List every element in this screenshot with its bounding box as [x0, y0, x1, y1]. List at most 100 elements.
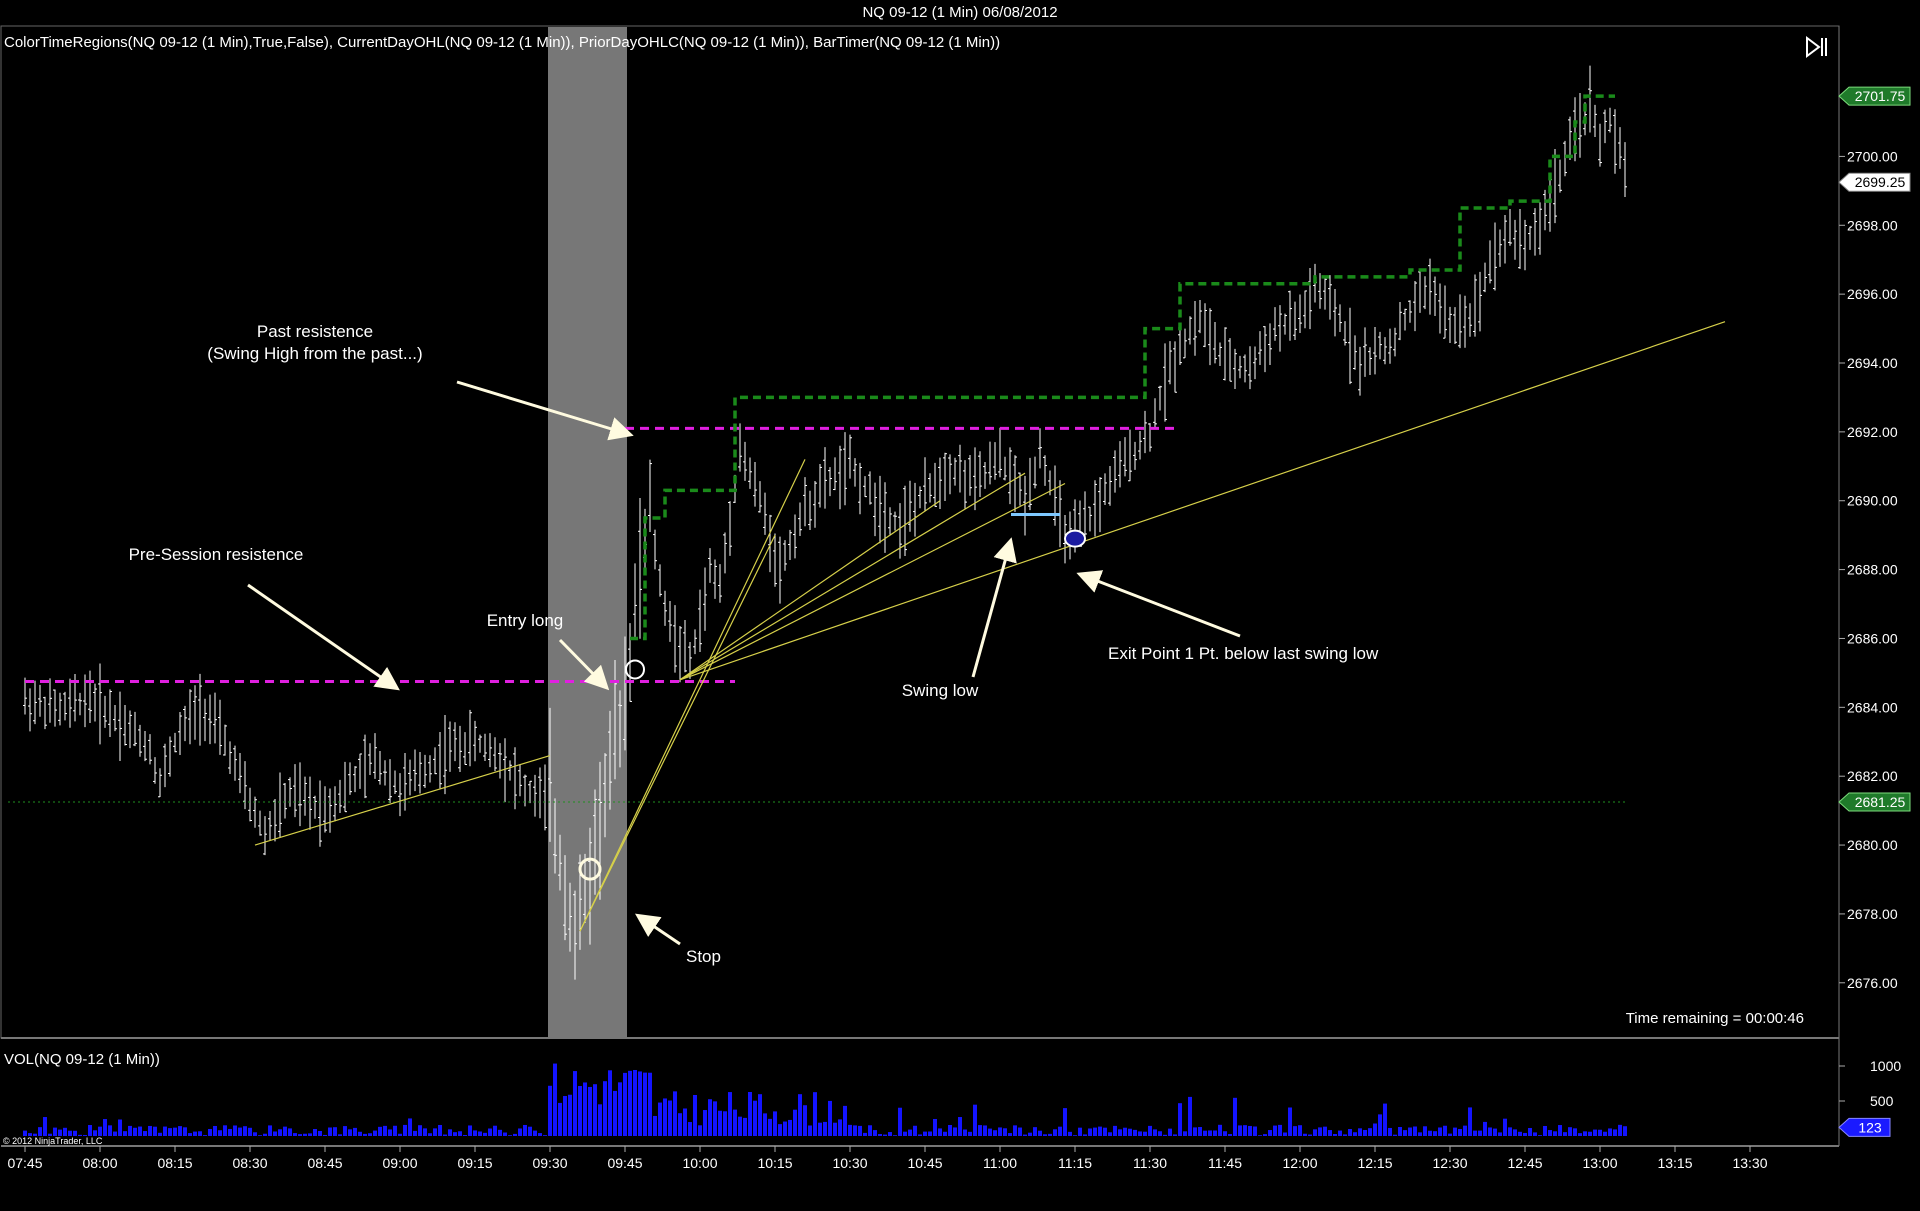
volume-bar: [368, 1133, 372, 1136]
volume-bar: [1493, 1128, 1497, 1136]
ohlc-bar: [943, 452, 947, 502]
ohlc-bar: [1253, 346, 1257, 380]
ohlc-bar: [93, 683, 97, 722]
ohlc-bar: [1518, 209, 1522, 269]
ohlc-bar: [1513, 219, 1517, 260]
volume-bar: [1158, 1131, 1162, 1136]
volume-bar: [548, 1085, 552, 1136]
volume-bar: [998, 1127, 1002, 1136]
ohlc-bar: [433, 747, 437, 775]
ohlc-bar: [138, 724, 142, 757]
ohlc-bar: [1218, 342, 1222, 366]
x-axis-tick-label: 11:00: [983, 1155, 1017, 1171]
x-axis-tick-label: 11:30: [1133, 1155, 1167, 1171]
volume-bar: [1598, 1129, 1602, 1136]
price-marker-shape: [1838, 86, 1911, 106]
y-axis-tick-label: 2688.00: [1847, 562, 1898, 578]
volume-bar: [163, 1126, 167, 1136]
ohlc-bar: [368, 743, 372, 775]
ohlc-bar: [798, 502, 802, 536]
volume-bar: [233, 1125, 237, 1136]
volume-bar: [1368, 1128, 1372, 1136]
ohlc-bar: [1353, 335, 1357, 370]
ohlc-bar: [603, 753, 607, 838]
volume-bar: [843, 1105, 847, 1136]
ohlc-bar: [1488, 240, 1492, 284]
ohlc-bar: [873, 482, 877, 537]
ohlc-bar: [403, 752, 407, 811]
volume-bar: [1218, 1124, 1222, 1136]
volume-bar: [1273, 1125, 1277, 1136]
ohlc-bar: [1463, 295, 1467, 348]
volume-bar: [773, 1111, 777, 1136]
copyright-label: © 2012 NinjaTrader, LLC: [3, 1136, 103, 1146]
ohlc-bar: [1578, 92, 1582, 158]
volume-bar: [1513, 1129, 1517, 1136]
volume-bar: [338, 1134, 342, 1136]
ohlc-bar: [1423, 276, 1427, 310]
volume-bar: [23, 1130, 27, 1136]
volume-bar: [153, 1126, 157, 1136]
volume-bar: [1428, 1130, 1432, 1136]
volume-bar: [1253, 1126, 1257, 1136]
ohlc-bar: [913, 482, 917, 537]
ohlc-bar: [53, 689, 57, 727]
bar-timer-toggle-icon[interactable]: [1806, 36, 1827, 58]
ohlc-bar: [33, 680, 37, 725]
ohlc-bar: [1128, 429, 1132, 482]
x-axis-tick-label: 10:00: [682, 1155, 717, 1171]
ohlc-bar: [878, 475, 882, 544]
volume-bar: [103, 1119, 107, 1136]
volume-bar: [1223, 1131, 1227, 1136]
volume-bar: [298, 1134, 302, 1136]
ohlc-bar: [338, 779, 342, 813]
volume-bar: [848, 1124, 852, 1136]
volume-bar: [1573, 1128, 1577, 1136]
ohlc-bar: [948, 454, 952, 495]
volume-bar: [1133, 1129, 1137, 1136]
volume-bar: [1243, 1125, 1247, 1136]
ohlc-bar: [563, 855, 567, 941]
volume-bar: [1403, 1130, 1407, 1136]
volume-bar: [473, 1130, 477, 1136]
volume-bar: [628, 1070, 632, 1136]
ohlc-bar: [1598, 123, 1602, 167]
volume-bar: [1128, 1128, 1132, 1136]
ohlc-bar: [198, 673, 202, 746]
volume-bar: [653, 1115, 657, 1136]
volume-bar: [1613, 1129, 1617, 1136]
ohlc-bar: [158, 768, 162, 798]
ohlc-bar: [653, 529, 657, 570]
volume-bar: [443, 1134, 447, 1136]
ohlc-bar: [893, 511, 897, 531]
ohlc-bar: [1318, 273, 1322, 309]
y-axis-tick-label: 2676.00: [1847, 975, 1898, 991]
volume-bar: [1353, 1132, 1357, 1136]
ohlc-bar: [448, 721, 452, 772]
volume-bar: [1523, 1132, 1527, 1136]
ohlc-bar: [938, 457, 942, 510]
volume-bar: [178, 1126, 182, 1136]
ohlc-bar: [648, 459, 652, 532]
ohlc-bar: [253, 796, 257, 828]
y-axis-tick-label: 2700.00: [1847, 148, 1898, 164]
ohlc-bar: [98, 663, 102, 745]
ohlc-bar: [38, 684, 42, 717]
volume-bar: [1563, 1132, 1567, 1136]
arrow-pre-session: [247, 583, 400, 691]
ohlc-bar: [128, 710, 132, 749]
volume-bar: [343, 1126, 347, 1136]
price-marker-shape: [1838, 172, 1911, 192]
volume-bar: [1623, 1126, 1627, 1136]
trend-line: [679, 482, 1066, 681]
ohlc-bar: [293, 764, 297, 818]
volume-bar: [1593, 1129, 1597, 1136]
ohlc-bar: [248, 787, 252, 822]
volume-bar: [1203, 1130, 1207, 1136]
indicators-label: ColorTimeRegions(NQ 09-12 (1 Min),True,F…: [4, 34, 1000, 51]
x-axis-tick-label: 08:30: [232, 1155, 267, 1171]
volume-bar: [193, 1131, 197, 1136]
volume-bar: [253, 1132, 257, 1136]
ohlc-bar: [1508, 208, 1512, 246]
